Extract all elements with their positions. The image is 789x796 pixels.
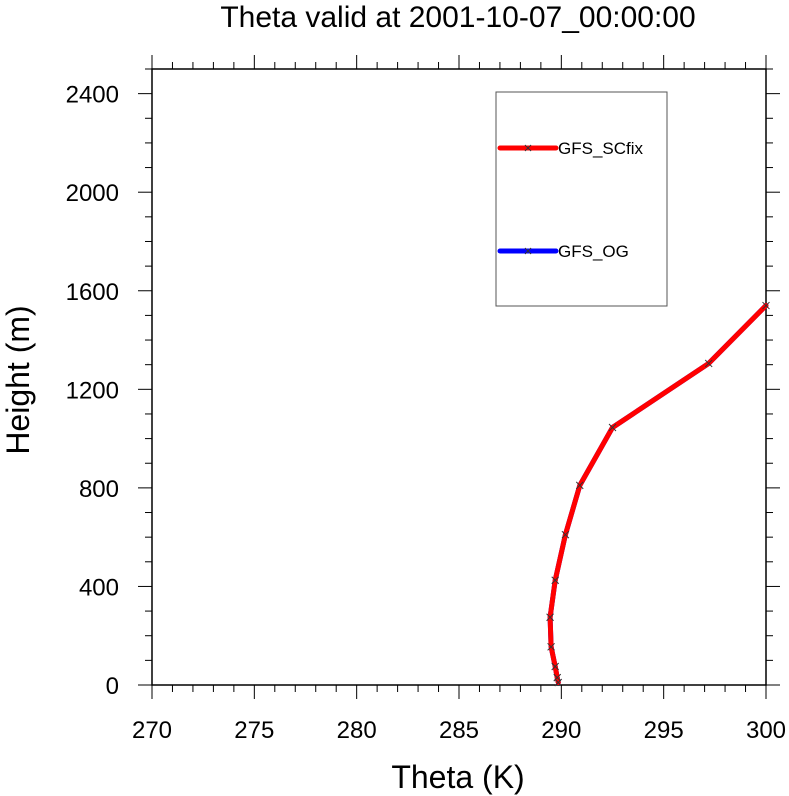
- data-point-marker: [561, 530, 570, 539]
- y-tick-label: 0: [106, 673, 119, 700]
- x-tick-label: 270: [132, 717, 172, 744]
- plot-frame: [151, 68, 767, 686]
- y-tick-label: 800: [79, 476, 119, 503]
- x-tick-label: 285: [439, 717, 479, 744]
- plot-area: [151, 68, 767, 686]
- x-tick-label: 300: [746, 717, 786, 744]
- data-point-marker: [551, 576, 560, 585]
- data-point-marker: [546, 613, 554, 622]
- series-line-GFS_OG: [547, 303, 769, 685]
- y-tick-label: 1600: [66, 279, 119, 306]
- data-point-marker: [554, 678, 563, 687]
- x-tick-label: 275: [234, 717, 274, 744]
- data-point-marker: [608, 423, 617, 432]
- data-point-marker: [553, 673, 562, 682]
- x-tick-label: 295: [644, 717, 684, 744]
- data-point-marker: [575, 481, 584, 490]
- data-point-marker: [551, 662, 560, 671]
- x-tick-label: 290: [541, 717, 581, 744]
- legend-label: GFS_OG: [558, 242, 629, 261]
- legend-box: [495, 91, 668, 307]
- legend-marker: [524, 144, 532, 152]
- series-layer: [546, 301, 770, 687]
- data-point-marker: [547, 642, 555, 651]
- y-tick-label: 400: [79, 574, 119, 601]
- chart-title: Theta valid at 2001-10-07_00:00:00: [220, 1, 695, 34]
- y-axis-label: Height (m): [0, 305, 36, 454]
- legend-marker: [524, 247, 532, 255]
- x-tick-label: 280: [337, 717, 377, 744]
- legend-label: GFS_SCfix: [558, 139, 644, 158]
- y-tick-label: 2000: [66, 180, 119, 207]
- data-point-marker: [704, 359, 713, 368]
- x-axis-label: Theta (K): [391, 759, 524, 795]
- series-line-GFS_SCfix: [547, 303, 769, 685]
- y-tick-label: 2400: [66, 82, 119, 109]
- data-point-marker: [762, 301, 770, 310]
- legend: GFS_SCfix GFS_OG: [495, 91, 668, 307]
- y-tick-label: 1200: [66, 377, 119, 404]
- ticks-layer: 270 275 280 285 290 295 300 0 400 800 1200 1600 2000…: [66, 55, 786, 744]
